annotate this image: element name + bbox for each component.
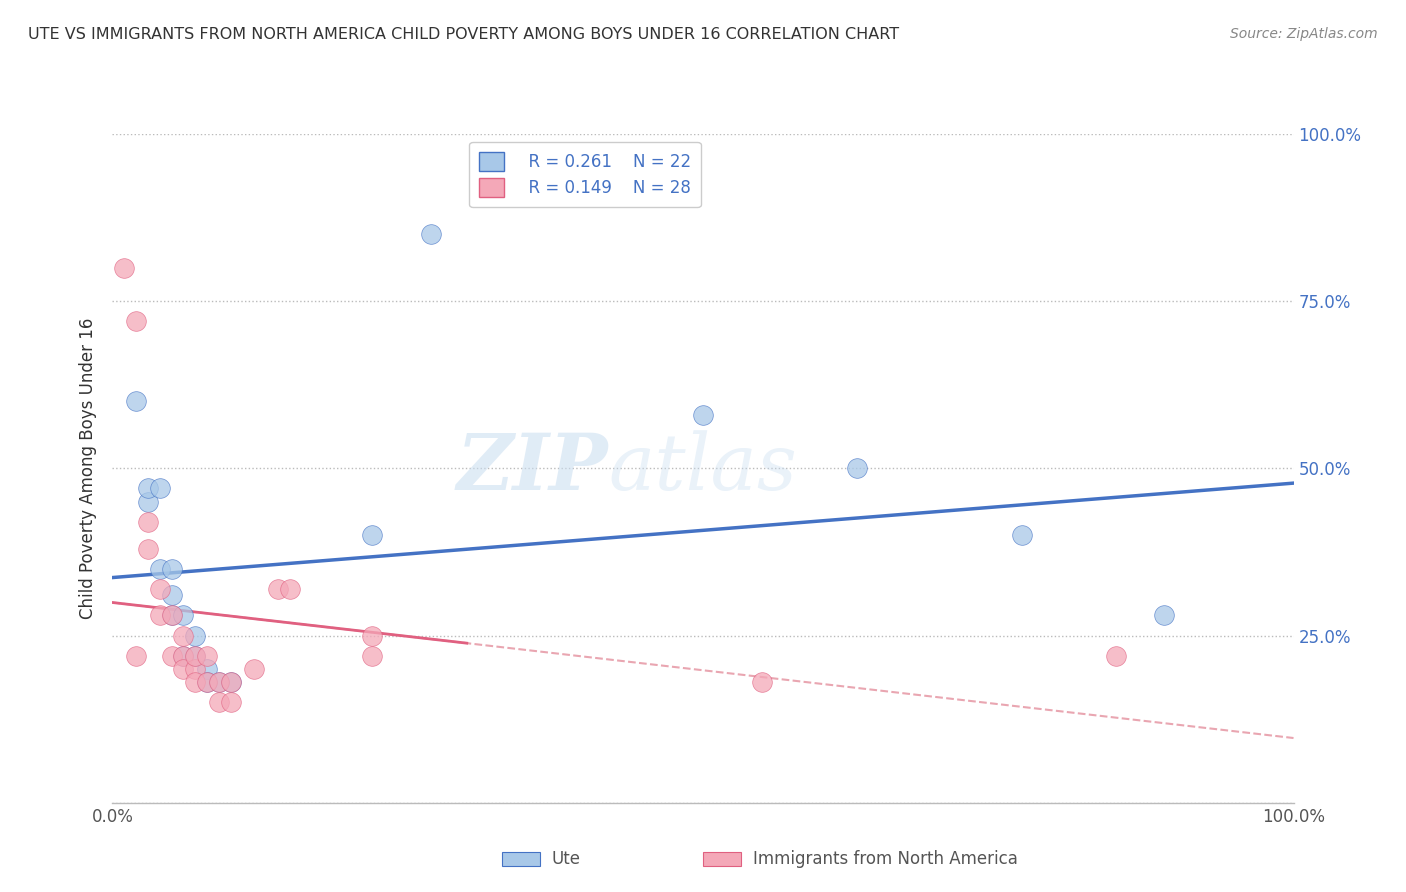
Point	[160, 562, 183, 576]
Point	[243, 662, 266, 676]
Text: Source: ZipAtlas.com: Source: ZipAtlas.com	[1230, 27, 1378, 41]
Point	[219, 675, 242, 690]
Point	[208, 675, 231, 690]
Point	[172, 662, 194, 676]
Legend:   R = 0.261    N = 22,   R = 0.149    N = 28: R = 0.261 N = 22, R = 0.149 N = 28	[470, 142, 700, 207]
Point	[361, 628, 384, 642]
FancyBboxPatch shape	[502, 852, 540, 866]
Point	[160, 589, 183, 603]
Point	[195, 648, 218, 663]
Point	[278, 582, 301, 596]
Point	[219, 675, 242, 690]
Point	[208, 696, 231, 710]
Point	[184, 648, 207, 663]
Point	[195, 675, 218, 690]
Point	[125, 394, 148, 409]
Point	[184, 648, 207, 663]
Point	[845, 461, 868, 475]
Point	[195, 662, 218, 676]
Text: Ute: Ute	[551, 850, 581, 868]
Point	[420, 227, 443, 242]
Point	[160, 608, 183, 623]
Point	[751, 675, 773, 690]
Point	[136, 515, 159, 529]
Point	[1011, 528, 1033, 542]
Point	[1153, 608, 1175, 623]
Point	[149, 562, 172, 576]
Point	[1105, 648, 1128, 663]
Point	[125, 314, 148, 328]
Point	[112, 260, 135, 275]
Point	[184, 628, 207, 642]
Point	[136, 541, 159, 556]
Text: UTE VS IMMIGRANTS FROM NORTH AMERICA CHILD POVERTY AMONG BOYS UNDER 16 CORRELATI: UTE VS IMMIGRANTS FROM NORTH AMERICA CHI…	[28, 27, 900, 42]
Point	[136, 482, 159, 496]
Point	[149, 482, 172, 496]
Point	[692, 408, 714, 422]
Point	[172, 628, 194, 642]
Point	[172, 648, 194, 663]
Point	[219, 696, 242, 710]
Text: atlas: atlas	[609, 430, 797, 507]
Point	[172, 608, 194, 623]
Point	[160, 648, 183, 663]
Text: ZIP: ZIP	[457, 430, 609, 507]
Text: Immigrants from North America: Immigrants from North America	[752, 850, 1018, 868]
Point	[361, 648, 384, 663]
FancyBboxPatch shape	[703, 852, 741, 866]
Point	[136, 494, 159, 508]
Point	[267, 582, 290, 596]
Point	[184, 662, 207, 676]
Point	[208, 675, 231, 690]
Point	[361, 528, 384, 542]
Point	[184, 675, 207, 690]
Point	[160, 608, 183, 623]
Point	[125, 648, 148, 663]
Point	[172, 648, 194, 663]
Point	[195, 675, 218, 690]
Point	[149, 582, 172, 596]
Y-axis label: Child Poverty Among Boys Under 16: Child Poverty Among Boys Under 16	[79, 318, 97, 619]
Point	[149, 608, 172, 623]
